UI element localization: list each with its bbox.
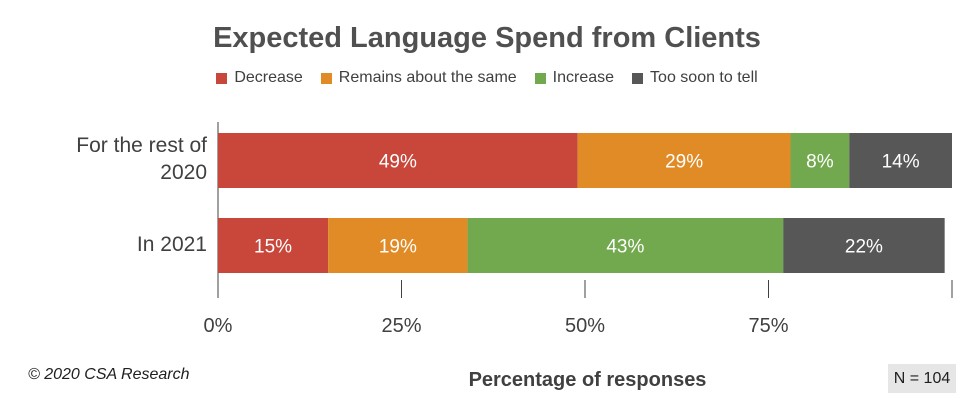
category-label-2021: In 2021 [136,233,207,256]
legend-swatch-decrease [216,72,228,84]
bar-segment [783,218,945,273]
legend-item-increase: Increase [534,69,615,87]
bar-data-label: 29% [665,152,703,173]
bar-segment [218,133,578,188]
bar-segment [577,133,791,188]
legend-label-too-soon: Too soon to tell [650,69,758,86]
bar-segment [328,218,468,273]
bar-segment [790,133,850,188]
legend-swatch-too-soon [632,72,644,84]
sample-size-badge: N = 104 [888,364,956,393]
bar-data-label: 15% [254,237,292,258]
bar-data-label: 43% [606,237,644,258]
x-tick-label: 75% [748,315,788,337]
bar-data-label: 49% [379,152,417,173]
chart-title: Expected Language Spend from Clients [213,22,761,54]
bar-segment [218,218,329,273]
legend-label-decrease: Decrease [234,69,303,86]
x-axis-title: Percentage of responses [468,369,707,391]
bar-data-label: 22% [845,237,883,258]
legend: Decrease Remains about the same Increase… [0,69,974,87]
legend-label-remains: Remains about the same [338,69,517,86]
bar-data-label: 19% [379,237,417,258]
legend-swatch-increase [534,72,546,84]
copyright-note: © 2020 CSA Research [28,366,190,383]
x-tick-label: 50% [565,315,605,337]
category-label-rest-of-2020: For the rest of 2020 [76,134,207,184]
x-tick-label: 0% [204,315,233,337]
legend-item-remains: Remains about the same [320,69,517,87]
bar-segment [849,133,952,188]
bar-data-label: 14% [882,152,920,173]
bar-data-label: 8% [806,152,834,173]
legend-swatch-remains [320,72,332,84]
legend-item-decrease: Decrease [216,69,303,87]
bar-segment [467,218,784,273]
x-tick-label: 25% [381,315,421,337]
legend-label-increase: Increase [552,69,615,86]
legend-item-too-soon: Too soon to tell [632,69,758,87]
